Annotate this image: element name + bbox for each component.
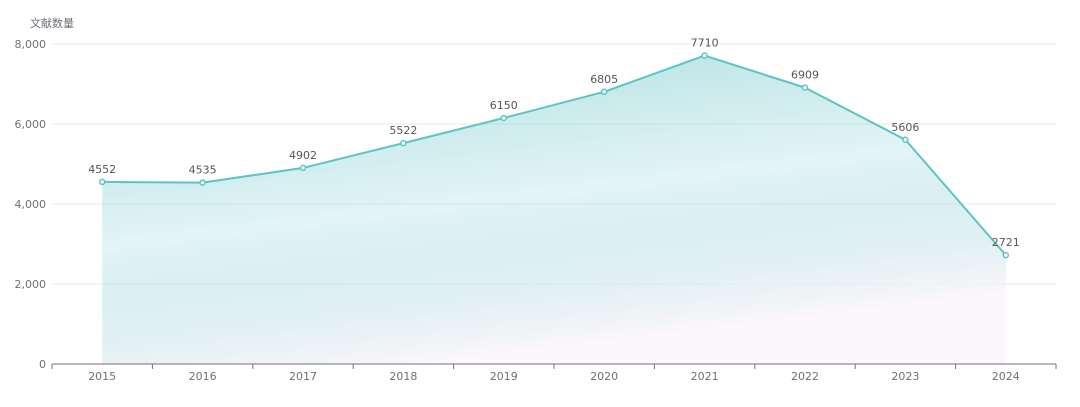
x-tick-label: 2024 <box>992 370 1020 383</box>
data-point <box>1002 251 1010 259</box>
data-point <box>199 179 206 186</box>
data-label: 4902 <box>289 149 317 162</box>
data-label: 5522 <box>389 124 417 137</box>
data-label: 2721 <box>992 236 1020 249</box>
x-tick-label: 2020 <box>590 370 618 383</box>
x-tick-label: 2022 <box>791 370 819 383</box>
y-axis-label: 文献数量 <box>30 16 74 30</box>
y-tick-label: 6,000 <box>15 118 47 131</box>
data-points <box>98 52 1010 259</box>
x-tick-label: 2016 <box>189 370 217 383</box>
area-layer <box>102 55 1006 364</box>
y-tick-label: 2,000 <box>15 278 47 291</box>
series-line <box>102 54 1007 256</box>
data-label: 5606 <box>891 121 919 134</box>
x-tick-label: 2019 <box>490 370 518 383</box>
axes: 0 2,000 4,000 6,000 8,000 2015 2016 2017 2018 201… <box>15 38 1057 383</box>
data-point <box>902 136 909 144</box>
data-label: 4535 <box>189 164 217 177</box>
data-label: 6150 <box>490 99 518 112</box>
x-tick-label: 2023 <box>891 370 919 383</box>
x-tick-label: 2021 <box>691 370 719 383</box>
data-point <box>801 84 809 91</box>
data-point <box>98 178 106 186</box>
data-point <box>400 139 407 147</box>
x-tick-label: 2015 <box>88 370 116 383</box>
data-point <box>701 52 708 59</box>
data-label: 6805 <box>590 73 618 86</box>
data-point <box>299 164 307 172</box>
data-labels: 4552 4535 4902 5522 6150 6805 7710 6909 5606 2721 <box>88 37 1020 250</box>
y-tick-label: 8,000 <box>15 38 47 51</box>
data-label: 7710 <box>691 37 719 50</box>
y-tick-label: 0 <box>39 358 46 371</box>
x-tick-label: 2018 <box>389 370 417 383</box>
data-point <box>500 114 508 122</box>
data-label: 4552 <box>88 163 116 176</box>
y-tick-label: 4,000 <box>15 198 47 211</box>
area-fill <box>102 55 1006 364</box>
x-tick-label: 2017 <box>289 370 317 383</box>
data-point <box>600 88 608 96</box>
data-label: 6909 <box>791 69 819 82</box>
series-line-layer <box>102 54 1007 256</box>
